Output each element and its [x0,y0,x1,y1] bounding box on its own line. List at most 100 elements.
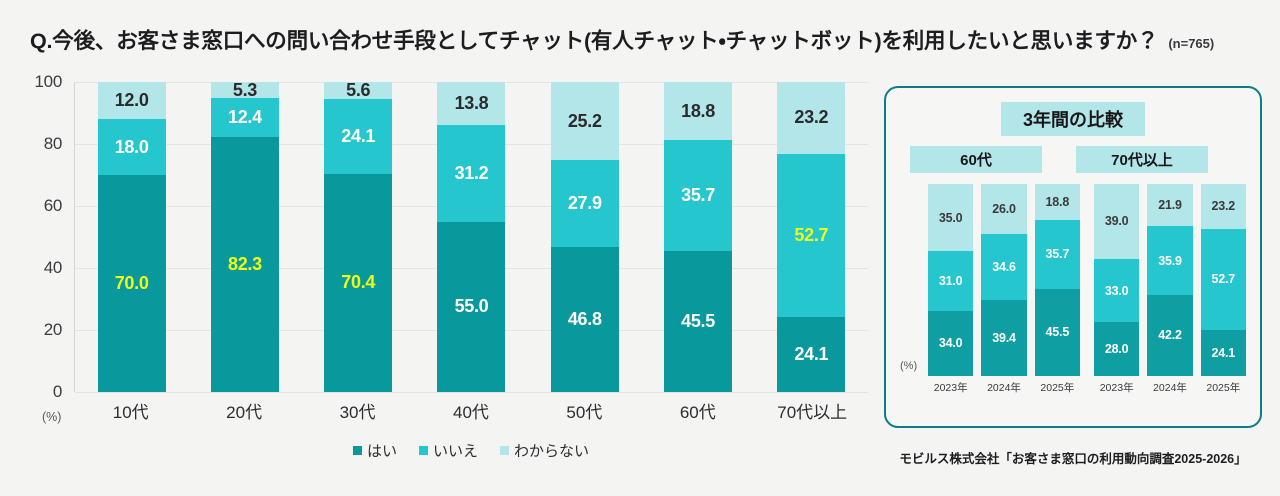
bar-column[interactable]: 18.8 35.7 45.5 [664,82,733,392]
comparison-bar-segment: 21.9 [1147,184,1193,227]
comparison-bar-segment: 18.8 [1034,184,1080,221]
bar-segment: 5.3 [210,80,279,100]
y-axis-tick: 20 [43,320,63,339]
comparison-year-label: 2023年 [1099,382,1134,394]
bar-segment: 46.8 [550,246,619,392]
comparison-bar-segment: 34.6 [981,233,1027,301]
comparison-year-label: 2023年 [933,382,968,394]
comparison-year-label: 2024年 [1153,382,1187,394]
plot-area: 12.0 18.0 70.0 5.3 12.4 82.3 5.6 24.1 70.4 13.8 31… [74,80,868,393]
bar-column[interactable]: 23.2 52.7 24.1 [777,82,846,392]
y-axis-tick: 40 [43,258,63,277]
bar-segment: 35.7 [664,140,733,251]
comparison-group-label: 70代以上 [1076,146,1208,173]
bar-segment: 55.0 [437,221,506,392]
bar-segment: 18.0 [97,119,166,175]
comparison-bar-segment: 34.0 [928,310,974,376]
y-axis: 100 80 60 40 20 0 [18,72,70,401]
bar-segment: 45.5 [664,250,733,392]
main-stacked-bar-chart: 100 80 60 40 20 0 (%) 12.0 18.0 70.0 5.3 12.4 82.3… [18,72,868,477]
comparison-panel: 3年間の比較 60代 70代以上 35.0 31.0 34.0 26.0 34.6 39.4… [884,86,1262,428]
comparison-bar-segment: 52.7 [1200,228,1246,330]
page-title-text: Q.今後、お客さま窓口への問い合わせ手段としてチャット(有人チャット・チャットボ… [30,29,1159,53]
bar-segment: 24.1 [324,99,393,174]
bar-segment: 82.3 [210,136,279,392]
bar-column[interactable]: 12.0 18.0 70.0 [97,82,166,392]
comparison-bar-group: 35.0 31.0 34.0 26.0 34.6 39.4 18.8 35.7 45.5 39.0… [928,184,1246,376]
comparison-bar-segment: 33.0 [1093,258,1140,323]
y-axis-unit-label: (%) [42,410,62,424]
comparison-unit-label: (%) [900,360,918,372]
legend-label: はい [366,443,397,460]
legend-item[interactable]: はい [352,440,397,461]
comparison-bar-column[interactable]: 21.9 35.9 42.2 [1147,184,1193,376]
x-axis-tick-label: 60代 [679,403,716,422]
comparison-bar-column[interactable]: 18.8 35.7 45.5 [1034,184,1080,376]
sample-size-label: (n=765) [1168,36,1215,51]
comparison-bar-column[interactable]: 39.0 33.0 28.0 [1093,184,1140,376]
comparison-bar-segment: 23.2 [1200,184,1246,229]
bar-segment: 18.8 [664,82,733,141]
comparison-bar-segment: 31.0 [928,251,974,311]
y-axis-tick: 80 [43,134,63,153]
source-attribution: モビルス株式会社「お客さま窓口の利用動向調査2025-2026」 [899,452,1247,466]
y-axis-tick: 60 [43,196,63,215]
bar-segment: 12.4 [210,98,279,137]
legend-label: いいえ [432,443,478,460]
comparison-year-label: 2024年 [987,382,1021,394]
gridline [75,392,868,393]
comparison-bar-segment: 24.1 [1200,329,1246,376]
comparison-bar-column[interactable]: 35.0 31.0 34.0 [928,184,974,376]
bar-column[interactable]: 5.3 12.4 82.3 [210,80,279,392]
x-axis-tick-label: 70代以上 [777,403,848,422]
bar-segment: 52.7 [777,153,846,318]
legend-swatch-icon [500,446,509,455]
comparison-bar-segment: 26.0 [981,184,1027,234]
bar-column[interactable]: 5.6 24.1 70.4 [324,80,393,392]
comparison-group-label: 60代 [910,146,1042,173]
comparison-bar-segment: 39.0 [1093,184,1140,259]
x-axis-labels: 10代 20代 30代 40代 50代 60代 70代以上 [74,398,868,426]
comparison-bar-segment: 39.4 [981,300,1027,376]
bar-segment: 27.9 [550,160,619,247]
bar-segment: 24.1 [777,317,846,392]
bar-segment: 23.2 [777,82,846,154]
y-axis-tick: 100 [34,72,63,91]
legend-swatch-icon [418,446,428,455]
legend-swatch-icon [352,446,362,455]
comparison-bar-segment: 45.5 [1034,288,1080,376]
legend-label: わからない [514,443,590,460]
bar-column[interactable]: 13.8 31.2 55.0 [437,82,506,392]
x-axis-tick-label: 40代 [453,403,489,422]
comparison-year-label: 2025年 [1040,382,1075,394]
y-axis-tick: 0 [52,382,62,401]
comparison-bar-segment: 35.0 [928,184,974,252]
comparison-bar-segment: 35.9 [1147,226,1193,295]
comparison-bar-segment: 35.7 [1034,220,1080,289]
page-title: Q.今後、お客さま窓口への問い合わせ手段としてチャット(有人チャット・チャットボ… [30,24,1214,55]
comparison-x-axis-labels: 2023年 2024年 2025年 2023年 2024年 2025年 [928,380,1246,395]
bar-segment: 12.0 [97,82,166,120]
comparison-group-tabs: 60代 70代以上 [910,146,1244,173]
bar-column[interactable]: 25.2 27.9 46.8 [550,82,619,392]
bar-segment: 70.0 [97,175,166,392]
legend-item[interactable]: わからない [500,440,589,461]
x-axis-tick-label: 10代 [112,403,149,422]
comparison-bar-segment: 28.0 [1093,322,1140,376]
comparison-bar-segment: 42.2 [1147,294,1193,376]
chart-legend: はい いいえ わからない [74,440,868,461]
x-axis-tick-label: 30代 [339,403,376,422]
comparison-bar-column[interactable]: 26.0 34.6 39.4 [981,184,1027,376]
comparison-panel-title: 3年間の比較 [1000,102,1146,136]
bar-segment: 70.4 [324,173,393,392]
bar-segment: 13.8 [437,82,506,125]
bar-segment: 25.2 [550,82,619,161]
x-axis-tick-label: 20代 [226,403,263,422]
legend-item[interactable]: いいえ [418,440,478,461]
bar-segment: 31.2 [437,124,506,222]
bar-group: 12.0 18.0 70.0 5.3 12.4 82.3 5.6 24.1 70.4 13.8 31… [75,80,868,392]
x-axis-tick-label: 50代 [566,403,603,422]
comparison-bar-column[interactable]: 23.2 52.7 24.1 [1200,184,1246,376]
comparison-year-label: 2025年 [1206,382,1241,394]
